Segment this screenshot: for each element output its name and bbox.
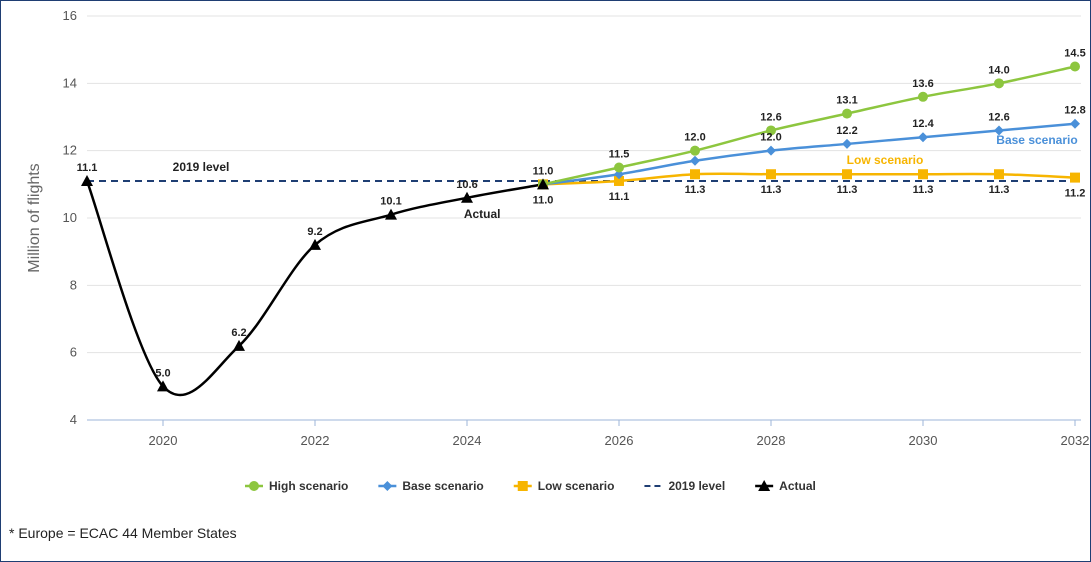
y-tick-label: 14 bbox=[63, 75, 77, 90]
data-label: 11.0 bbox=[533, 194, 554, 206]
series-point-low-scenario bbox=[842, 169, 852, 180]
flights-chart: 4 6 8 10 12 14 16 2020 2022 2024 2026 2028 2030 2032 M… bbox=[26, 8, 1089, 493]
data-label: 12.0 bbox=[760, 132, 781, 144]
series-point-low-scenario bbox=[766, 169, 776, 180]
data-label: 5.0 bbox=[155, 367, 170, 379]
legend-marker-base-scenario bbox=[382, 481, 393, 491]
legend-label-high-scenario: High scenario bbox=[269, 479, 348, 493]
series-point-high-scenario bbox=[918, 91, 928, 102]
series-point-low-scenario bbox=[614, 175, 624, 186]
legend-marker-low-scenario bbox=[517, 481, 528, 491]
y-tick-label: 4 bbox=[70, 412, 77, 427]
legend-label-low-scenario: Low scenario bbox=[538, 479, 615, 493]
data-label: 11.3 bbox=[761, 184, 782, 196]
data-label: 12.6 bbox=[760, 111, 781, 123]
data-label: 9.2 bbox=[307, 226, 322, 238]
data-label: 11.3 bbox=[837, 184, 858, 196]
series-line-base-scenario bbox=[542, 122, 1076, 186]
x-tick-label: 2032 bbox=[1061, 433, 1090, 448]
annotation-low-scenario: Low scenario bbox=[847, 153, 924, 167]
series-point-actual bbox=[233, 339, 245, 351]
annotation-base-scenario: Base scenario bbox=[996, 133, 1077, 147]
annotation-2019-level: 2019 level bbox=[173, 160, 230, 174]
series-lines bbox=[85, 65, 1076, 397]
series-point-actual bbox=[385, 208, 397, 220]
x-tick-label: 2026 bbox=[605, 433, 634, 448]
series-point-base-scenario bbox=[1070, 118, 1080, 129]
series-point-high-scenario bbox=[994, 78, 1004, 89]
series-point-actual bbox=[157, 380, 169, 392]
series-point-low-scenario bbox=[918, 169, 928, 180]
data-labels: 11.1 5.0 6.2 9.2 10.1 10.6 11.0 11.0 11.5 12.0 12.… bbox=[77, 48, 1086, 380]
data-label: 11.1 bbox=[77, 162, 98, 174]
series-point-base-scenario bbox=[690, 155, 700, 166]
data-label: 11.1 bbox=[609, 191, 630, 203]
series-line-high-scenario bbox=[542, 65, 1076, 186]
data-label: 13.1 bbox=[836, 95, 857, 107]
y-tick-label: 6 bbox=[70, 345, 77, 360]
axes: 4 6 8 10 12 14 16 2020 2022 2024 2026 2028 2030 2032 M… bbox=[26, 8, 1089, 448]
data-label: 11.5 bbox=[609, 149, 630, 161]
annotation-actual: Actual bbox=[464, 207, 501, 221]
data-label: 10.1 bbox=[380, 196, 401, 208]
series-point-actual bbox=[81, 174, 93, 186]
series-markers bbox=[81, 61, 1080, 392]
data-label: 11.2 bbox=[1065, 188, 1086, 200]
legend-marker-actual bbox=[758, 480, 771, 491]
x-tick-label: 2024 bbox=[453, 433, 482, 448]
data-label: 11.3 bbox=[913, 184, 934, 196]
x-tick-label: 2028 bbox=[757, 433, 786, 448]
series-point-base-scenario bbox=[994, 125, 1004, 136]
y-axis-title: Million of flights bbox=[26, 163, 43, 272]
series-line-low-scenario bbox=[542, 172, 1076, 186]
series-point-actual bbox=[537, 178, 549, 190]
legend-label-actual: Actual bbox=[779, 479, 816, 493]
legend-marker-high-scenario bbox=[249, 481, 259, 491]
data-label: 11.3 bbox=[989, 184, 1010, 196]
series-point-base-scenario bbox=[918, 132, 928, 143]
series-point-high-scenario bbox=[690, 145, 700, 156]
footnote: * Europe = ECAC 44 Member States bbox=[9, 525, 237, 541]
series-point-low-scenario bbox=[690, 169, 700, 180]
data-label: 6.2 bbox=[231, 327, 246, 339]
data-label: 13.6 bbox=[912, 78, 933, 90]
data-label: 14.5 bbox=[1064, 48, 1085, 60]
data-label: 14.0 bbox=[988, 64, 1009, 76]
x-tick-label: 2030 bbox=[909, 433, 938, 448]
data-label: 12.6 bbox=[988, 111, 1009, 123]
data-label: 12.4 bbox=[912, 118, 934, 130]
y-tick-label: 16 bbox=[63, 8, 77, 23]
data-label: 11.3 bbox=[685, 184, 706, 196]
x-tick-label: 2022 bbox=[301, 433, 330, 448]
series-point-high-scenario bbox=[842, 108, 852, 119]
series-point-high-scenario bbox=[766, 125, 776, 136]
legend-label-base-scenario: Base scenario bbox=[402, 479, 483, 493]
series-point-high-scenario bbox=[1070, 61, 1080, 72]
series-point-base-scenario bbox=[766, 145, 776, 156]
series-point-actual bbox=[461, 191, 473, 203]
series-line-actual bbox=[85, 180, 544, 397]
series-point-actual bbox=[309, 238, 321, 250]
x-tick-label: 2020 bbox=[149, 433, 178, 448]
annotations: 2019 level Actual Low scenario Base scenari… bbox=[173, 133, 1078, 221]
data-label: 12.8 bbox=[1064, 105, 1085, 117]
data-label: 12.2 bbox=[836, 125, 857, 137]
data-label: 10.6 bbox=[456, 179, 477, 191]
y-tick-label: 12 bbox=[63, 143, 77, 158]
data-label: 12.0 bbox=[684, 132, 705, 144]
gridlines bbox=[87, 15, 1081, 421]
legend: High scenario Base scenario Low scenario 20… bbox=[245, 479, 816, 493]
y-tick-label: 8 bbox=[70, 277, 77, 292]
series-point-low-scenario bbox=[1070, 172, 1080, 183]
data-label: 11.0 bbox=[533, 165, 554, 177]
legend-label-2019-level: 2019 level bbox=[668, 479, 725, 493]
y-tick-label: 10 bbox=[63, 210, 77, 225]
series-point-base-scenario bbox=[842, 138, 852, 149]
series-point-low-scenario bbox=[994, 169, 1004, 180]
series-point-high-scenario bbox=[614, 162, 624, 173]
